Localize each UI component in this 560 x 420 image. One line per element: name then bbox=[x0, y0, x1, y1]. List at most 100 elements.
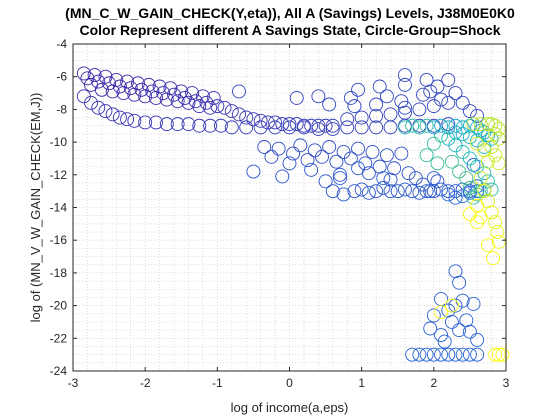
data-point bbox=[347, 184, 362, 199]
y-tick-label: -10 bbox=[50, 135, 68, 149]
data-point bbox=[102, 76, 117, 91]
data-point bbox=[419, 184, 434, 199]
data-point bbox=[405, 184, 420, 199]
data-point bbox=[127, 113, 142, 128]
data-point bbox=[441, 347, 456, 362]
data-point bbox=[437, 334, 452, 349]
data-point bbox=[484, 131, 499, 146]
data-point bbox=[470, 215, 485, 230]
data-point bbox=[416, 87, 430, 102]
data-point bbox=[293, 138, 308, 153]
data-point bbox=[181, 117, 196, 132]
data-point bbox=[412, 102, 427, 117]
data-point bbox=[434, 92, 448, 107]
data-point bbox=[434, 328, 448, 342]
data-point bbox=[462, 180, 477, 195]
data-point bbox=[318, 118, 333, 133]
data-point bbox=[213, 118, 228, 133]
data-point bbox=[354, 120, 369, 135]
x-axis-label: log of income(a,eps) bbox=[231, 400, 349, 415]
data-point bbox=[141, 77, 156, 92]
data-point bbox=[419, 347, 434, 362]
data-point bbox=[434, 128, 448, 143]
data-point bbox=[333, 167, 347, 182]
data-point bbox=[488, 126, 503, 141]
data-point bbox=[268, 120, 283, 135]
data-point bbox=[315, 149, 329, 164]
data-point bbox=[149, 115, 163, 130]
data-point bbox=[426, 308, 441, 323]
data-point bbox=[253, 113, 268, 128]
data-point bbox=[441, 120, 456, 135]
data-point bbox=[401, 166, 416, 181]
data-point bbox=[203, 100, 218, 115]
data-point bbox=[120, 74, 135, 89]
data-point bbox=[325, 184, 340, 199]
chart-subtitle: Color Represent different A Savings Stat… bbox=[80, 22, 501, 38]
data-point bbox=[448, 298, 463, 313]
data-point bbox=[491, 234, 506, 249]
data-point bbox=[473, 117, 488, 132]
data-point bbox=[76, 66, 91, 81]
data-point bbox=[426, 171, 441, 186]
data-point bbox=[383, 107, 398, 122]
data-point bbox=[376, 180, 391, 195]
y-tick-label: -18 bbox=[50, 266, 68, 280]
data-point bbox=[462, 324, 477, 339]
data-point bbox=[130, 76, 145, 91]
data-point bbox=[394, 146, 409, 161]
y-tick-label: -22 bbox=[50, 331, 68, 345]
data-point bbox=[390, 184, 405, 199]
data-point bbox=[206, 91, 221, 105]
data-point bbox=[167, 87, 181, 102]
data-point bbox=[239, 110, 254, 125]
data-point bbox=[358, 156, 373, 171]
data-point bbox=[134, 82, 149, 97]
data-point bbox=[383, 184, 398, 199]
data-point bbox=[412, 185, 427, 200]
data-point bbox=[448, 86, 463, 101]
data-point bbox=[343, 91, 358, 105]
x-tick-label: -2 bbox=[140, 376, 151, 390]
data-point bbox=[455, 189, 470, 204]
data-point bbox=[275, 169, 290, 184]
data-point bbox=[405, 118, 420, 133]
data-point bbox=[185, 86, 200, 101]
data-point bbox=[419, 148, 434, 163]
data-point bbox=[354, 182, 369, 197]
data-point bbox=[419, 73, 434, 87]
data-point bbox=[434, 118, 448, 133]
data-point bbox=[491, 156, 506, 171]
y-tick-label: -20 bbox=[50, 299, 68, 313]
x-tick-label: 1 bbox=[358, 376, 365, 390]
data-point bbox=[174, 84, 189, 99]
data-point bbox=[340, 112, 355, 127]
data-point bbox=[405, 347, 420, 362]
y-tick-label: -12 bbox=[50, 168, 68, 182]
data-point bbox=[455, 126, 470, 141]
data-point bbox=[481, 174, 495, 189]
data-point bbox=[379, 148, 394, 163]
data-point bbox=[369, 184, 384, 199]
data-point bbox=[398, 182, 412, 197]
data-point bbox=[181, 95, 196, 110]
data-point bbox=[462, 347, 477, 362]
data-point bbox=[336, 187, 351, 202]
data-point bbox=[423, 184, 438, 199]
data-point bbox=[452, 323, 467, 338]
data-points bbox=[76, 66, 510, 362]
data-point bbox=[434, 182, 448, 197]
data-point bbox=[304, 162, 319, 177]
data-point bbox=[466, 297, 481, 311]
data-point bbox=[300, 153, 315, 168]
data-point bbox=[455, 347, 470, 362]
y-tick-label: -6 bbox=[56, 70, 67, 84]
data-point bbox=[481, 238, 495, 253]
data-point bbox=[470, 184, 485, 199]
data-point bbox=[91, 100, 106, 115]
data-point bbox=[188, 94, 203, 109]
data-point bbox=[477, 184, 492, 199]
data-point bbox=[491, 122, 506, 136]
data-point bbox=[462, 207, 477, 221]
data-point bbox=[376, 171, 391, 186]
